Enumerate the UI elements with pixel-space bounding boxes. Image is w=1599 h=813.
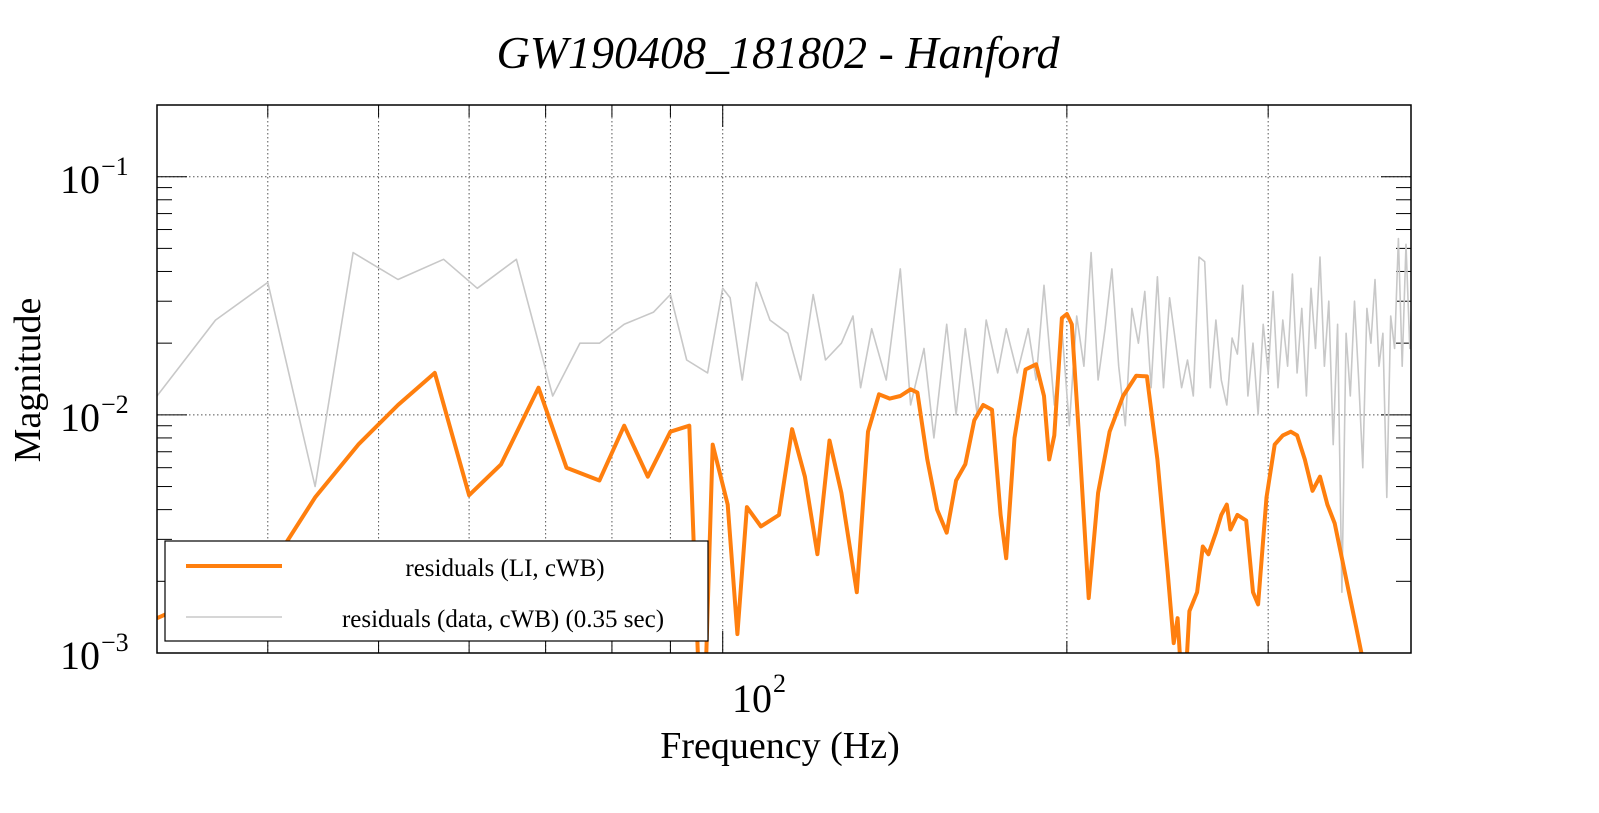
series-group (157, 237, 1411, 653)
legend: residuals (LI, cWB) residuals (data, cWB… (164, 540, 709, 642)
x-tick-label-1e2: 10 (732, 676, 772, 721)
y-tick-label-1e-3: 10 (60, 633, 100, 678)
y-tick-label-1e-2: 10 (60, 395, 100, 440)
plot-frame (156, 104, 1412, 654)
y-axis-label: Magnitude (7, 298, 49, 463)
legend-label-li: residuals (LI, cWB) (405, 555, 604, 582)
legend-label-data: residuals (data, cWB) (0.35 sec) (342, 606, 664, 633)
y-tick-exp-1e-3: −3 (101, 628, 129, 657)
legend-box (164, 540, 709, 642)
series-line-data-cwb (157, 237, 1411, 594)
y-tick-exp-1e-1: −1 (101, 152, 129, 181)
y-tick-label-1e-1: 10 (60, 157, 100, 202)
y-tick-exp-1e-2: −2 (101, 390, 129, 419)
chart-title: GW190408_181802 - Hanford (496, 27, 1060, 78)
series-line-li-cwb (157, 312, 1364, 653)
x-axis-label: Frequency (Hz) (660, 725, 900, 767)
x-tick-exp-1e2: 2 (773, 669, 786, 698)
